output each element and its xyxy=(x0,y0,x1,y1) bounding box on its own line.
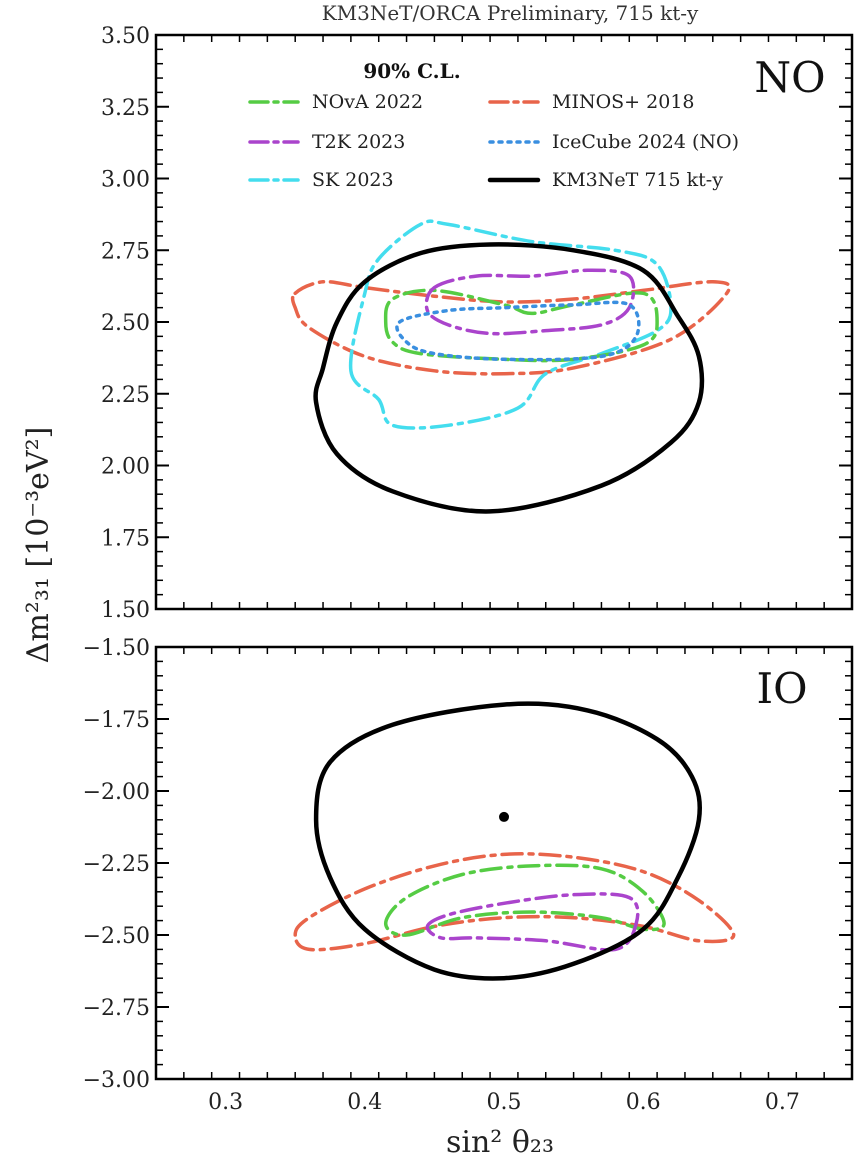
chart-title: KM3NeT/ORCA Preliminary, 715 kt-y xyxy=(322,1,699,25)
contour-io-km3net-715-kt-y xyxy=(313,701,703,981)
contour-no-nova-2022 xyxy=(383,288,659,363)
x-tick-label: 0.4 xyxy=(347,1090,382,1115)
contour-no-km3net-715-kt-y xyxy=(313,242,705,514)
best-fit-point-io xyxy=(499,811,509,822)
legend: NOvA 2022 T2K 2023 SK 2023 MINOS+ 2018 IceCu… xyxy=(248,91,739,191)
legend-title: 90% C.L. xyxy=(363,59,460,83)
panel-inverted-ordering: −3.00 −2.75 −2.50 −2.25 −2.00 −1.75 −1.50 0.3 0.… xyxy=(83,636,854,1115)
y-tick-label: −3.00 xyxy=(83,1068,150,1093)
y-tick-label: 2.50 xyxy=(101,311,150,336)
contour-io-t2k-2023 xyxy=(425,892,640,952)
y-tick-label: 3.00 xyxy=(101,168,150,193)
y-tick-label: 2.25 xyxy=(101,383,150,408)
contour-no-minos-2018 xyxy=(290,279,732,376)
legend-label: KM3NeT 715 kt-y xyxy=(552,169,723,191)
legend-label: NOvA 2022 xyxy=(312,91,423,113)
contour-io-nova-2022 xyxy=(383,863,666,937)
contour-no-t2k-2023 xyxy=(424,268,636,336)
y-tick-label: −2.00 xyxy=(83,780,150,805)
y-tick-label: −2.50 xyxy=(83,924,150,949)
contour-no-sk-2023 xyxy=(348,219,673,430)
y-tick-label: 1.75 xyxy=(101,526,150,551)
y-tick-label: 1.50 xyxy=(101,598,150,623)
y-tick-label: −1.75 xyxy=(83,708,150,733)
legend-label: MINOS+ 2018 xyxy=(552,91,695,113)
y-tick-label: −2.75 xyxy=(83,996,150,1021)
x-tick-label: 0.3 xyxy=(208,1090,243,1115)
y-tick-label: 2.00 xyxy=(101,455,150,480)
contour-io-minos-2018 xyxy=(293,852,736,952)
plot-frame-io xyxy=(154,645,854,1081)
x-axis-label: sin² θ₂₃ xyxy=(446,1125,554,1160)
y-tick-label: −2.25 xyxy=(83,852,150,877)
y-tick-label: 3.25 xyxy=(101,96,150,121)
legend-label: IceCube 2024 (NO) xyxy=(552,131,739,153)
y-tick-label: 3.50 xyxy=(101,24,150,49)
x-tick-label: 0.6 xyxy=(626,1090,661,1115)
y-tick-label: 2.75 xyxy=(101,239,150,264)
plot-frame-no xyxy=(154,33,854,611)
y-axis-label: Δm²₃₁ [10⁻³eV²] xyxy=(21,427,56,664)
x-tick-label: 0.7 xyxy=(765,1090,800,1115)
ordering-label-io: IO xyxy=(756,664,807,713)
panel-normal-ordering: 1.50 1.75 2.00 2.25 2.50 2.75 3.00 3.25 3.50 xyxy=(101,24,854,623)
contour-no-icecube-2024-no xyxy=(395,300,641,362)
y-tick-label: −1.50 xyxy=(83,636,150,661)
ordering-label-no: NO xyxy=(754,53,825,102)
legend-label: T2K 2023 xyxy=(312,131,405,153)
x-tick-label: 0.5 xyxy=(487,1090,522,1115)
legend-label: SK 2023 xyxy=(312,169,394,191)
